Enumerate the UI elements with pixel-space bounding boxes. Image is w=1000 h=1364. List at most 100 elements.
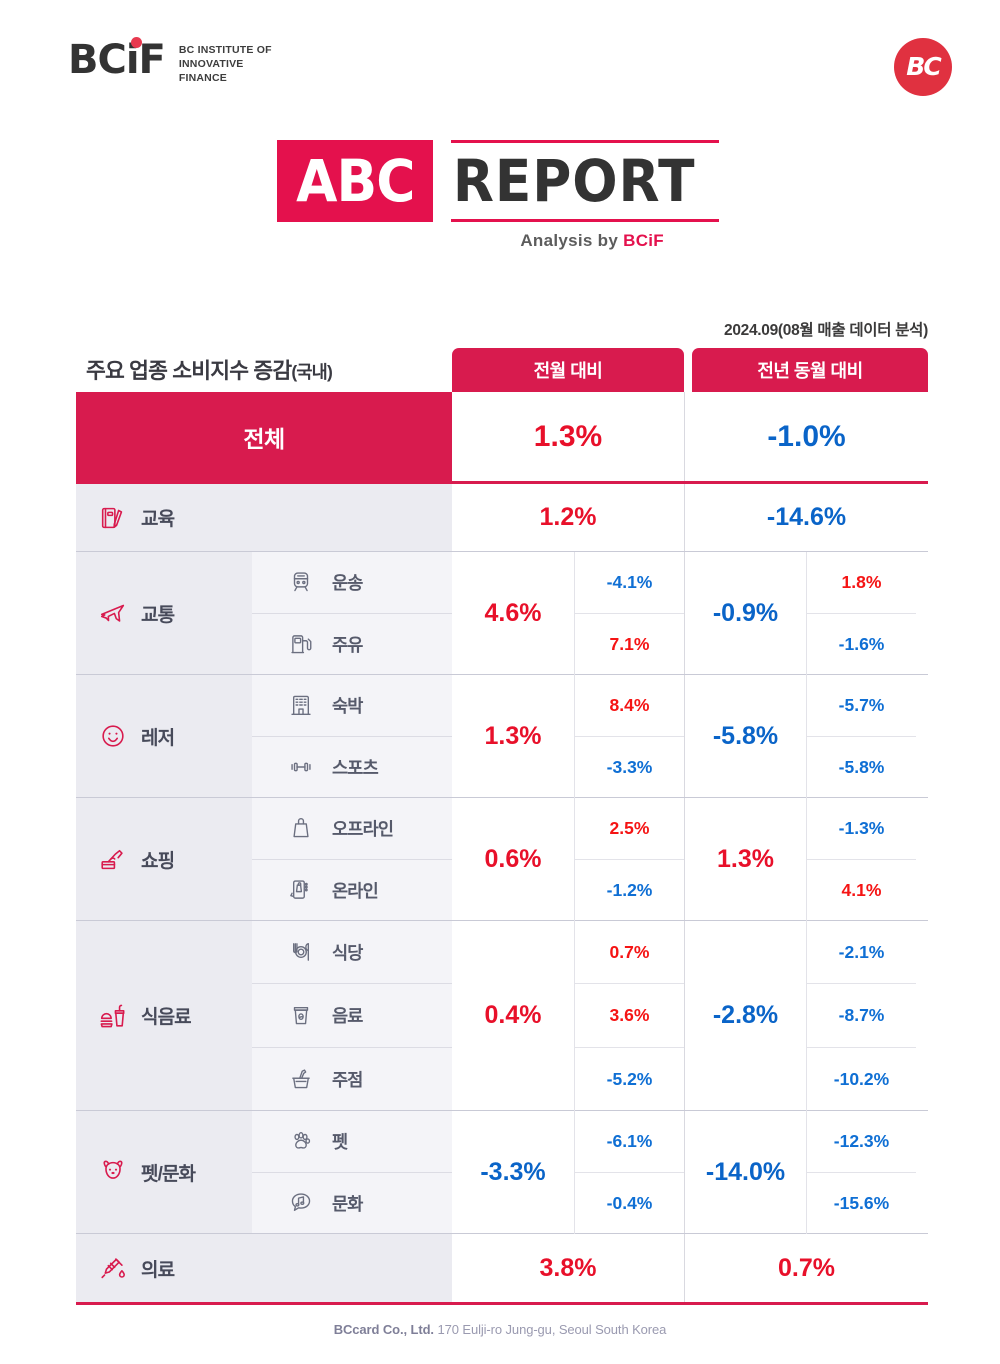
subcategory-yoy-value: -2.1%	[806, 921, 916, 985]
column-header-yoy: 전년 동월 대비	[692, 348, 928, 392]
category-yoy-value: 0.7%	[684, 1234, 928, 1302]
bc-card-logo-icon: BC	[894, 38, 952, 96]
subcategory-yoy-column: -5.7% -5.8%	[806, 675, 916, 798]
subcategory-label: 운송	[332, 572, 363, 593]
dumbbell-icon	[288, 754, 314, 780]
subcategory-mom-value: 8.4%	[574, 675, 684, 737]
category-label: 교통	[141, 604, 175, 626]
subcategory-mom-column: 8.4% -3.3%	[574, 675, 684, 798]
table-row: 의료 3.8% 0.7%	[76, 1234, 928, 1302]
analysis-byline: Analysis by BCiF	[334, 231, 666, 251]
category-cell: 교육	[76, 484, 452, 551]
category-cell: 의료	[76, 1234, 452, 1302]
subcategory-label: 음료	[332, 1005, 363, 1026]
subcategory-yoy-value: -10.2%	[806, 1047, 916, 1111]
category-mom-value: 0.6%	[452, 798, 574, 920]
category-mom-value: 4.6%	[452, 552, 574, 674]
table-body: 교육 1.2% -14.6% 교통 운송 주유 4.6% -4.1% 7.1% -0.9% 1.8%…	[76, 484, 928, 1302]
subcategory-mom-value: -0.4%	[574, 1172, 684, 1234]
category-yoy-value: -5.8%	[684, 675, 806, 797]
report-title-row: ABC REPORT	[276, 140, 723, 222]
dog-face-icon	[98, 1157, 128, 1187]
subcategory-mom-value: 2.5%	[574, 798, 684, 860]
table-bottom-rule	[76, 1302, 928, 1305]
subcategory-yoy-value: -1.6%	[806, 613, 916, 675]
analysis-prefix: Analysis by	[520, 231, 624, 250]
shopping-bag-icon	[288, 815, 314, 841]
subcategory-column: 숙박 스포츠	[252, 675, 452, 797]
coffee-cup-icon	[288, 1002, 314, 1028]
bcif-subtitle: BC INSTITUTE OF INNOVATIVE FINANCE	[178, 44, 272, 84]
abc-text: ABC	[295, 147, 415, 215]
subcategory-yoy-column: -2.1% -8.7% -10.2%	[806, 921, 916, 1111]
subcategory-row: 문화	[252, 1173, 452, 1235]
subcategory-row: 음료	[252, 984, 452, 1048]
subcategory-label: 온라인	[332, 880, 379, 901]
bc-logo-text: BC	[906, 51, 941, 81]
analysis-brand: BCiF	[623, 231, 664, 250]
subcategory-row: 숙박	[252, 675, 452, 737]
subcategory-yoy-value: 4.1%	[806, 859, 916, 921]
subcategory-label: 식당	[332, 942, 363, 963]
subcategory-row: 식당	[252, 921, 452, 985]
fuel-pump-icon	[288, 631, 314, 657]
total-label: 전체	[76, 392, 452, 481]
report-rule-bottom	[451, 219, 720, 222]
category-cell: 쇼핑	[76, 798, 252, 920]
subcategory-mom-value: -5.2%	[574, 1047, 684, 1111]
mobile-shopping-icon	[288, 877, 314, 903]
footer-address: 170 Eulji-ro Jung-gu, Seoul South Korea	[437, 1322, 667, 1337]
subcategory-yoy-column: -1.3% 4.1%	[806, 798, 916, 921]
subcategory-yoy-value: -8.7%	[806, 984, 916, 1048]
bcif-dot-icon	[131, 37, 142, 48]
report-text: REPORT	[453, 147, 696, 215]
subcategory-mom-value: 0.7%	[574, 921, 684, 985]
report-wordmark: REPORT	[447, 140, 723, 222]
date-caption: 2024.09(08월 매출 데이터 분석)	[724, 322, 928, 339]
subcategory-mom-column: 2.5% -1.2%	[574, 798, 684, 921]
syringe-icon	[98, 1253, 128, 1283]
subcategory-label: 펫	[332, 1131, 348, 1152]
subcategory-row: 운송	[252, 552, 452, 614]
category-yoy-value: 1.3%	[684, 798, 806, 920]
report-rule-top	[451, 140, 720, 143]
hotel-icon	[288, 692, 314, 718]
table-heading-main: 주요 업종 소비지수 증감	[86, 359, 292, 383]
category-yoy-value: -0.9%	[684, 552, 806, 674]
train-icon	[288, 569, 314, 595]
category-cell: 펫/문화	[76, 1111, 252, 1233]
wine-bucket-icon	[288, 1066, 314, 1092]
subcategory-yoy-column: -12.3% -15.6%	[806, 1111, 916, 1234]
subcategory-mom-column: -6.1% -0.4%	[574, 1111, 684, 1234]
category-mom-value: 1.3%	[452, 675, 574, 797]
subcategory-mom-value: 3.6%	[574, 984, 684, 1048]
bcif-wordmark: BCiF	[68, 37, 166, 83]
subcategory-row: 오프라인	[252, 798, 452, 860]
category-label: 쇼핑	[141, 850, 175, 872]
top-bar: BCiF BC INSTITUTE OF INNOVATIVE FINANCE …	[0, 0, 1000, 120]
subcategory-row: 온라인	[252, 860, 452, 922]
smiley-icon	[98, 721, 128, 751]
bcif-wordmark-text: BCiF	[68, 37, 166, 83]
category-cell: 레저	[76, 675, 252, 797]
category-yoy-value: -14.0%	[684, 1111, 806, 1233]
book-pencil-icon	[98, 503, 128, 533]
subcategory-yoy-value: -15.6%	[806, 1172, 916, 1234]
subcategory-yoy-value: -5.7%	[806, 675, 916, 737]
table-row: 펫/문화 펫 문화 -3.3% -6.1% -0.4% -14.0% -12.3% -15.6%	[76, 1111, 928, 1234]
plate-cutlery-icon	[288, 939, 314, 965]
table-header: 주요 업종 소비지수 증감(국내) 전월 대비 전년 동월 대비	[76, 348, 928, 392]
subcategory-mom-column: -4.1% 7.1%	[574, 552, 684, 675]
table-row: 식음료 식당 음료 주점 0.4% 0.7% 3.6% -5.2% -2.8% -2.1% -8.7…	[76, 921, 928, 1111]
subcategory-row: 펫	[252, 1111, 452, 1173]
bcif-logo: BCiF BC INSTITUTE OF INNOVATIVE FINANCE	[68, 37, 272, 86]
category-mom-value: -3.3%	[452, 1111, 574, 1233]
subcategory-label: 주점	[332, 1069, 363, 1090]
music-bubble-icon	[288, 1190, 314, 1216]
total-mom-value: 1.3%	[452, 392, 684, 481]
subcategory-mom-value: -6.1%	[574, 1111, 684, 1173]
total-row: 전체 1.3% -1.0%	[76, 392, 928, 484]
